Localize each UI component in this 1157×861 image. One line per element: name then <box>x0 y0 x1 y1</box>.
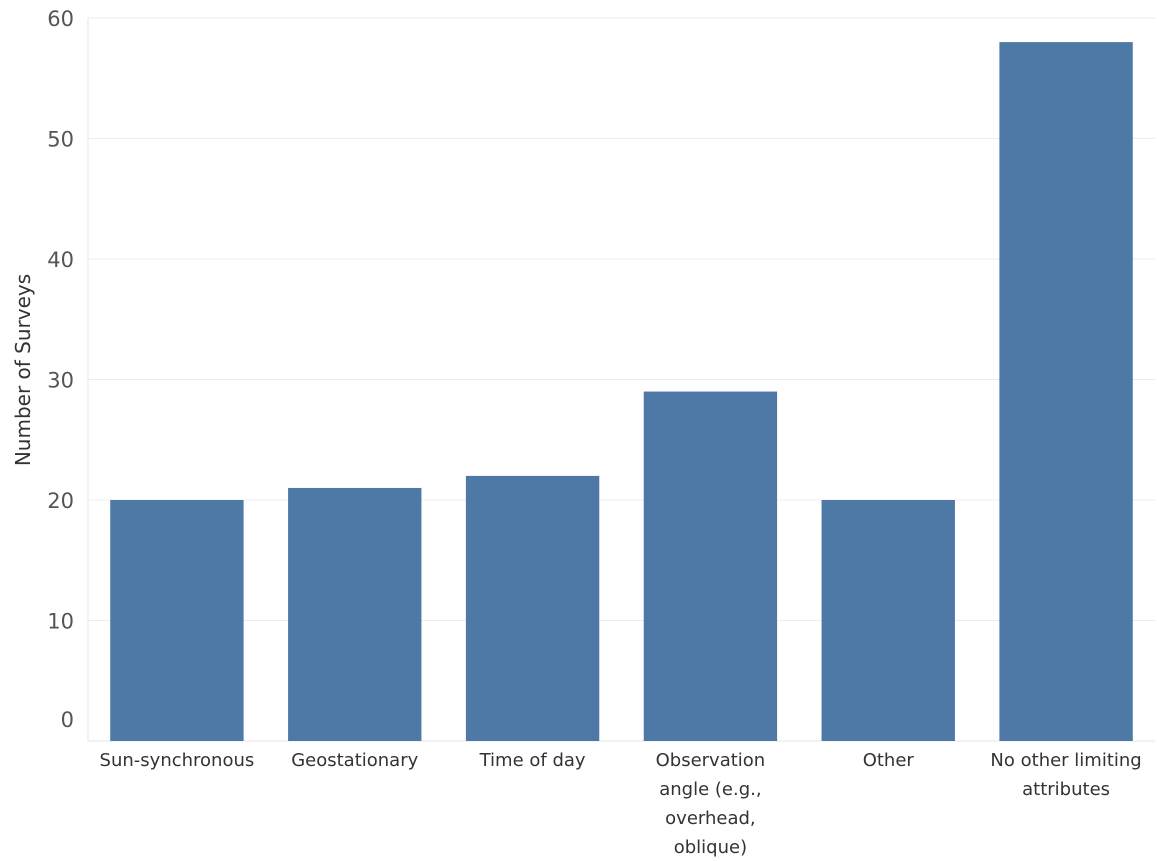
y-tick-label: 30 <box>47 369 74 393</box>
x-category-label: angle (e.g., <box>659 779 761 800</box>
x-category-labels: Sun-synchronous Geostationary Time of day O… <box>100 750 1142 858</box>
y-axis-title: Number of Surveys <box>11 274 35 466</box>
bar <box>465 475 600 741</box>
y-tick-label: 40 <box>47 248 74 272</box>
grid-layer <box>87 17 1155 742</box>
x-category-label: Sun-synchronous <box>100 750 255 771</box>
x-category-label: attributes <box>1022 779 1110 800</box>
x-category-label: No other limiting <box>990 750 1141 771</box>
y-tick-labels: 0 10 20 30 40 50 60 <box>47 7 74 732</box>
y-tick-label: 20 <box>47 489 74 513</box>
x-category-label: overhead, <box>665 808 755 829</box>
y-tick-label: 0 <box>61 708 74 732</box>
x-category-label: oblique) <box>674 837 747 858</box>
x-category-label: Observation <box>656 750 766 771</box>
bar-layer <box>110 42 1133 742</box>
bar <box>821 500 955 741</box>
bar <box>999 42 1133 742</box>
x-category-label: Time of day <box>479 750 586 771</box>
bar <box>643 391 778 741</box>
y-tick-label: 50 <box>47 128 74 152</box>
y-tick-label: 60 <box>47 7 74 31</box>
x-category-label: Other <box>863 750 915 771</box>
x-category-label: Geostationary <box>291 750 418 771</box>
bar <box>288 487 422 741</box>
y-tick-label: 10 <box>47 610 74 634</box>
bar <box>110 500 244 741</box>
